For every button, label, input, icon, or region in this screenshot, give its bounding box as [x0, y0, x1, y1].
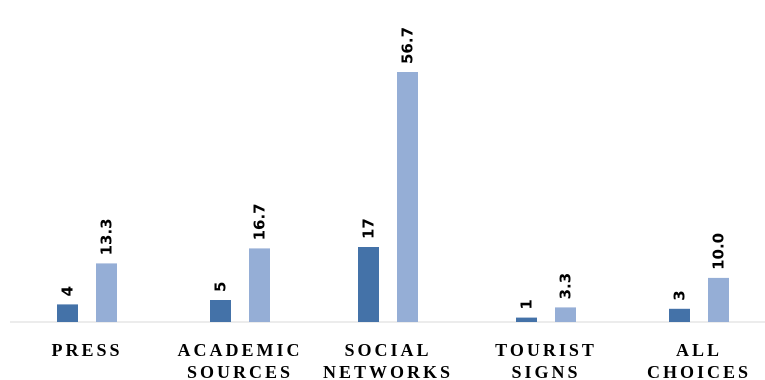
bar-series1-3 [358, 247, 379, 322]
data-labels-group: 4 5 17 1 3 13.3 16.7 56.7 3.3 10.0 [59, 27, 728, 310]
data-label-series2-2: 16.7 [251, 203, 269, 240]
category-label-4-line1: TOURIST [495, 340, 597, 360]
data-label-series2-5: 10.0 [710, 233, 728, 270]
data-label-series2-3: 56.7 [399, 27, 417, 64]
bar-series2-4 [555, 307, 576, 322]
bar-series1-1 [57, 304, 78, 322]
bar-series2-1 [96, 263, 117, 322]
category-label-3-line2: NETWORKS [323, 362, 453, 380]
category-label-3-line1: SOCIAL [344, 340, 431, 360]
category-label-2-line2: SOURCES [187, 362, 293, 380]
data-label-series1-1: 4 [59, 286, 77, 296]
bar-series1-2 [210, 300, 231, 322]
category-label-2-line1: ACADEMIC [178, 340, 303, 360]
bar-series1-4 [516, 317, 537, 322]
bar-series2-3 [397, 72, 418, 322]
data-label-series2-4: 3.3 [557, 273, 575, 300]
bar-series2-5 [708, 277, 729, 322]
category-label-1-line1: PRESS [51, 340, 122, 360]
bar-series2-2 [249, 248, 270, 322]
data-label-series1-3: 17 [360, 218, 378, 239]
data-label-series2-1: 13.3 [98, 218, 116, 255]
data-label-series1-5: 3 [671, 290, 689, 300]
bar-series1-5 [669, 308, 690, 322]
category-label-4-line2: SIGNS [511, 362, 580, 380]
bars-group [57, 72, 729, 322]
category-label-5-line2: CHOICES [647, 362, 751, 380]
data-label-series1-4: 1 [518, 299, 536, 309]
category-labels-group: PRESS ACADEMIC SOURCES SOCIAL NETWORKS TOURIS… [51, 340, 751, 380]
data-label-series1-2: 5 [212, 282, 230, 292]
category-label-5-line1: ALL [676, 340, 722, 360]
